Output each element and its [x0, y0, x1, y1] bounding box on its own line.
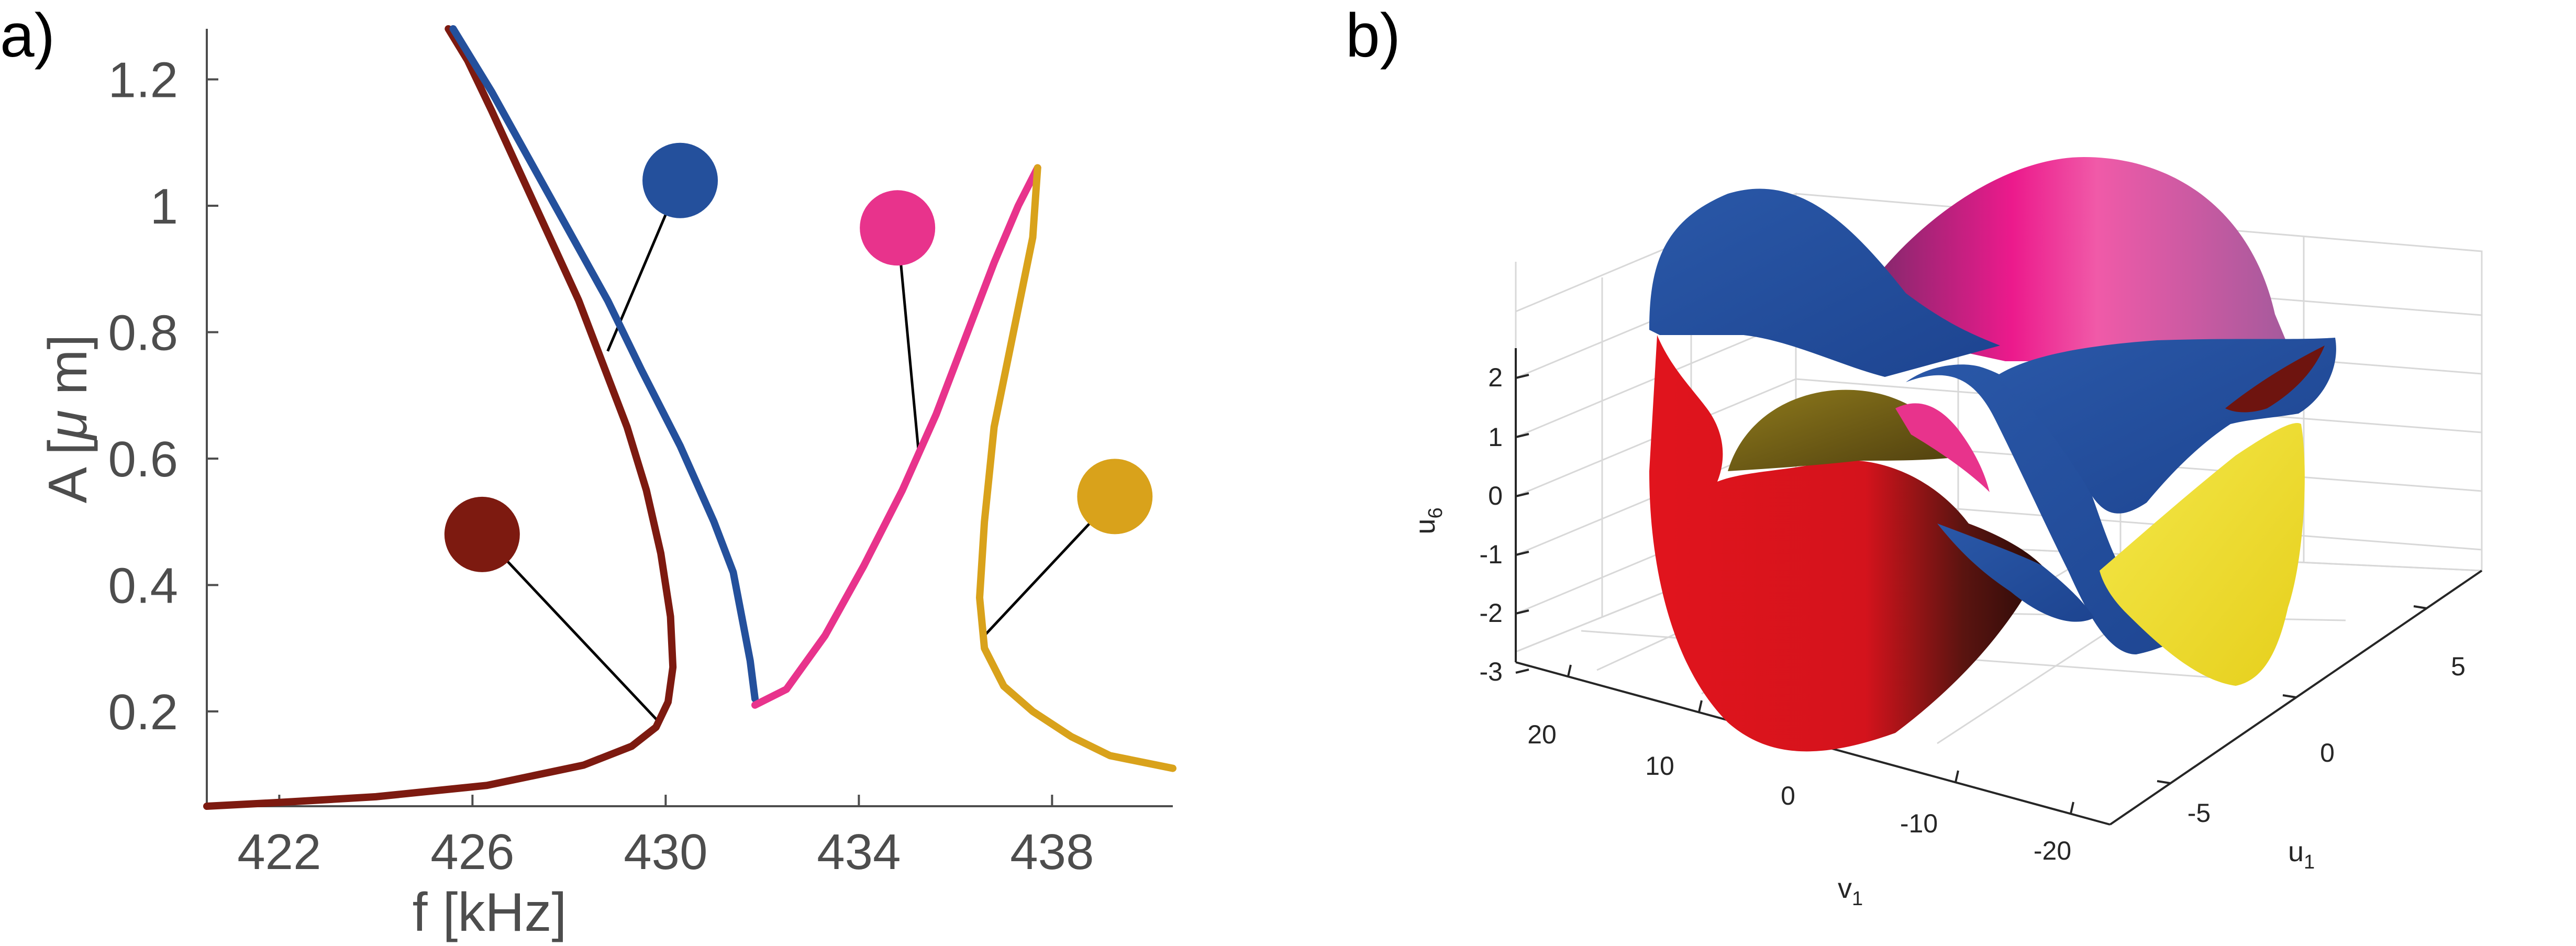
surface-pink-lobe: [1864, 157, 2288, 361]
u6-tick-label: -2: [1480, 598, 1503, 628]
x-axis-label: f [kHz]: [413, 882, 567, 943]
u1-tick-label: 5: [2451, 652, 2466, 681]
u6-tick-label: 1: [1488, 422, 1503, 452]
v1-tick-label: 0: [1781, 781, 1795, 810]
surface-dark-red-pocket: [2225, 346, 2325, 413]
y-tick-label: 0.8: [108, 305, 178, 361]
u6-tick-labels: 2 1 0 -1 -2 -3: [1480, 363, 1503, 686]
y-axis-label: A [μ m]: [38, 335, 98, 504]
x-tick-label: 434: [817, 824, 901, 880]
surface-3d: [1649, 157, 2336, 752]
surface-blue-lower-sweep: [1937, 524, 2094, 622]
v1-axis-label: v1: [1838, 873, 1863, 910]
surface-red-lobe: [1649, 335, 2042, 752]
v1-tick-label: -10: [1900, 809, 1938, 838]
panel-a-connectors: [481, 180, 1116, 725]
branch-dark-red-line: [203, 25, 677, 810]
panel-a-ticks: 422 426 430 434 438 0.2 0.4 0.6 0.8 1 1.2: [108, 52, 1094, 880]
u6-tick-label: -1: [1480, 540, 1503, 569]
panel-b-label: b): [1346, 1, 1401, 70]
x-tick-label: 422: [237, 824, 321, 880]
branch-gold-line: [976, 164, 1176, 772]
marker-dark-red: [444, 496, 520, 572]
panel-a: a) 422 426 430 434 438 0.2 0.4 0.6 0.8 1 1.2 f [kH…: [0, 1, 1176, 943]
y-tick-label: 0.4: [108, 558, 178, 614]
u6-tick-label: 2: [1488, 363, 1503, 392]
x-tick-label: 426: [430, 824, 514, 880]
surface-blue-ribbon: [1906, 364, 2278, 654]
surface-blue-right-wing: [1995, 338, 2336, 514]
u1-tick-label: 0: [2320, 738, 2335, 767]
x-tick-label: 430: [624, 824, 707, 880]
branch-blue-line: [449, 25, 759, 703]
u6-axis-label: u6: [1409, 507, 1447, 534]
v1-tick-label: 10: [1645, 751, 1674, 781]
y-tick-label: 0.6: [108, 431, 178, 487]
surface-blue-back-lobe: [1649, 188, 2000, 377]
marker-blue: [642, 142, 718, 218]
surface-yellow-lobe: [2100, 423, 2305, 686]
marker-dark-red-connector: [481, 533, 662, 725]
v1-tick-label: 20: [1527, 720, 1557, 749]
u1-axis-label: u1: [2288, 836, 2315, 873]
y-tick-label: 1: [150, 179, 178, 235]
u1-tick-labels: 5 0 -5: [2188, 652, 2466, 828]
panel-b: b): [1346, 1, 2483, 910]
surface-pink-sliver: [1895, 403, 1990, 492]
marker-pink: [860, 190, 936, 266]
y-tick-label: 1.2: [108, 52, 178, 108]
v1-tick-label: -20: [2034, 836, 2071, 865]
marker-pink-connector: [896, 228, 921, 459]
x-tick-label: 438: [1010, 824, 1094, 880]
marker-gold: [1077, 459, 1153, 535]
v1-tick-labels: 20 10 0 -10 -20: [1527, 720, 2071, 865]
panel-a-markers: [444, 142, 1153, 572]
u6-tick-label: -3: [1480, 657, 1503, 686]
y-tick-label: 0.2: [108, 684, 178, 740]
panel-a-label: a): [0, 1, 55, 70]
branch-pink-line: [751, 164, 1041, 709]
u1-tick-label: -5: [2188, 798, 2211, 828]
u1-axis-line: [2109, 570, 2483, 826]
panel-a-series: [203, 25, 1176, 810]
panel-a-axes: [206, 29, 1173, 807]
u6-tick-label: 0: [1488, 481, 1503, 510]
